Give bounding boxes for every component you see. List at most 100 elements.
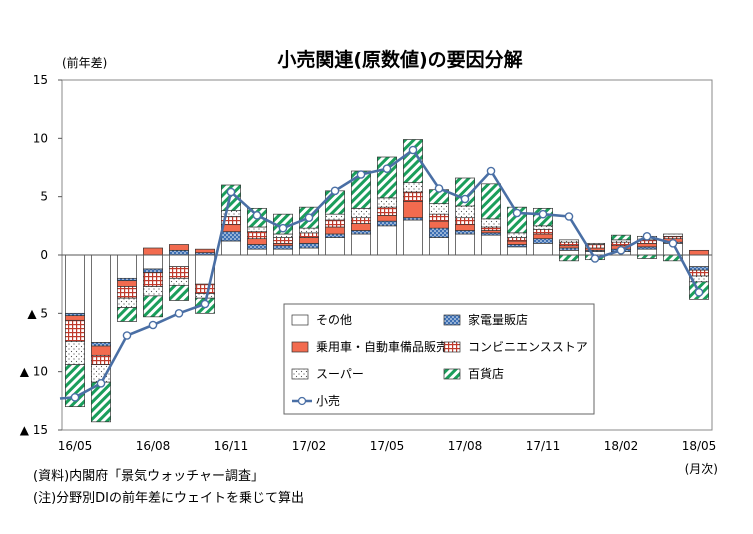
x-tick-label: 17/05 [370,439,405,453]
bar-segment [351,233,371,256]
bar-segment [689,254,709,268]
legend-swatch [443,341,461,353]
legend-label: 乗用車・自動車備品販売店 [316,339,460,354]
bar-segment [403,139,423,184]
x-tick-label: 18/05 [682,439,717,453]
series-point [408,145,418,155]
bar-segment [455,233,475,256]
bar-segment [65,315,85,321]
bar-segment [273,237,293,244]
bar-segment [455,224,475,231]
series-point [356,170,366,179]
bar-segment [429,213,449,222]
bar-segment [273,248,293,256]
bar-segment [221,184,241,212]
bar-segment [507,244,527,248]
series-point [70,393,80,402]
bar-segment [611,239,631,243]
series-line [59,148,701,400]
bar-segment [507,237,527,242]
bar-segment [65,340,85,366]
series-point [564,212,574,221]
bar-segment [169,284,189,301]
x-tick-label: 16/11 [214,439,249,453]
series-point [538,209,548,219]
series-point [434,184,444,193]
y-tick-label: 15 [33,73,48,87]
x-tick-label: 16/08 [136,439,171,453]
y-tick-label: ▲ 5 [27,306,48,320]
bar-segment [637,254,657,259]
bar-segment [325,237,345,256]
bar-segment [637,246,657,250]
bar-segment [143,268,163,273]
bar-segment [91,254,111,343]
bar-segment [429,220,449,229]
bar-segment [91,354,111,366]
series-point [512,208,522,218]
bar-segment [533,233,553,240]
bar-segment [377,156,397,199]
legend-label: 百貨店 [468,366,504,381]
bar-segment [533,225,553,230]
y-tick-label: 5 [40,190,48,204]
bar-segment [403,191,423,202]
bar-segment [403,217,423,221]
x-tick-label: 17/11 [526,439,561,453]
bar-segment [689,249,709,256]
series-point [668,239,678,248]
bar-segment [143,247,163,256]
bar-segment [481,218,501,228]
bar-segment [455,230,475,235]
bar-segment [585,242,605,245]
bar-segment [65,254,85,314]
bar-segment [377,225,397,256]
bar-segment [299,242,319,249]
bar-segment [195,283,215,294]
bar-segment [689,269,709,277]
bar-segment [117,254,137,279]
bar-segment [429,203,449,215]
bar-segment [247,231,267,240]
bar-segment [611,234,631,241]
bar-segment [533,238,553,244]
bar-segment [481,234,501,256]
bar-segment [195,248,215,254]
bar-segment [403,182,423,193]
bar-segment [559,254,579,262]
chart-title: 小売関連(原数値)の要因分解 [277,48,522,71]
series-point [486,166,496,176]
series-point [252,211,262,220]
bar-segment [169,249,189,256]
bar-segment [143,254,163,270]
legend-marker [297,396,307,406]
bar-segment [637,248,657,256]
series-point [226,187,236,197]
bar-segment [299,247,319,256]
bar-segment [481,226,501,231]
bar-segment [247,244,267,250]
legend-swatch [291,341,309,353]
bar-segment [377,206,397,216]
bar-segment [273,245,293,250]
series-point [200,299,210,309]
bar-segment [169,266,189,279]
bar-segment [377,220,397,227]
bar-segment [533,228,553,235]
series-point [122,331,132,340]
bar-segment [559,245,579,249]
notes: (資料)内閣府「景気ウォッチャー調査」 (注)分野別DIの前年差にウェイトを乗じ… [33,466,304,510]
series-point [616,246,626,255]
bar-segment [325,226,345,235]
bar-segment [221,240,241,256]
bar-segment [91,342,111,347]
bar-segment [247,226,267,233]
bar-segment [117,297,137,308]
y-tick-label: 10 [33,131,48,145]
series-point [694,288,704,297]
bar-segment [351,207,371,219]
bar-segment [611,241,631,247]
bar-segment [351,230,371,235]
series-point [460,194,470,204]
